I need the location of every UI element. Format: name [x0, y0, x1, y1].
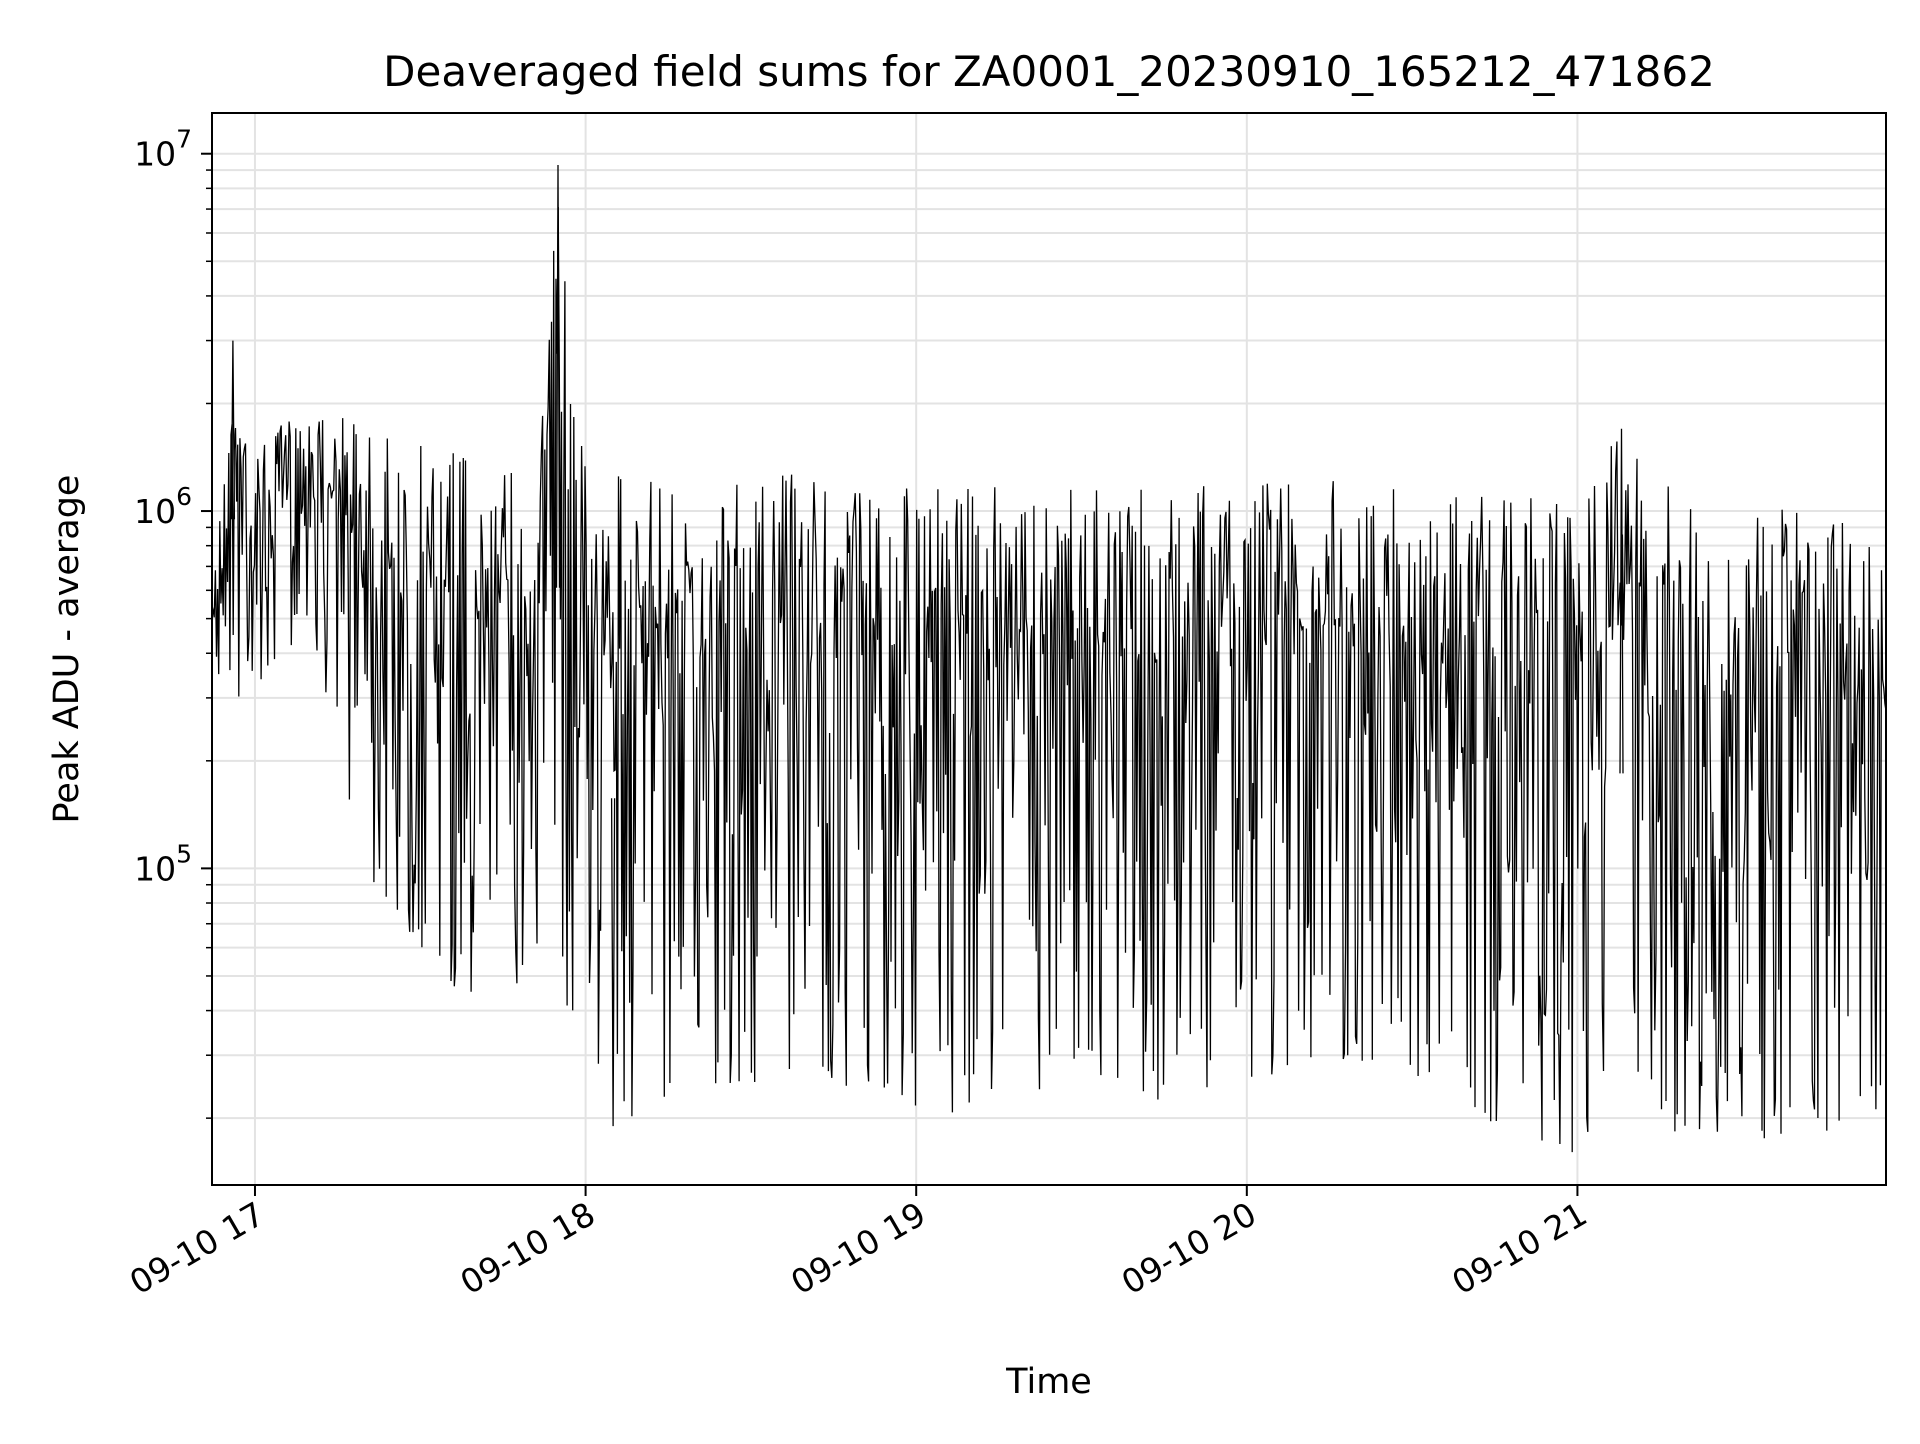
y-tick-base: 10 — [134, 492, 176, 531]
y-tick-base: 10 — [134, 849, 176, 888]
series-spike — [610, 798, 616, 1127]
y-tick-label: 107 — [134, 125, 192, 174]
y-tick-exponent: 7 — [176, 125, 192, 154]
series-spike — [555, 164, 561, 588]
series-line — [212, 206, 1886, 1153]
series-spike — [230, 340, 236, 520]
x-axis-label: Time — [1005, 1362, 1092, 1402]
y-tick-label: 105 — [134, 839, 192, 888]
y-axis-label: Peak ADU - average — [47, 475, 87, 824]
series-spike — [1619, 428, 1624, 774]
y-tick-label: 106 — [134, 482, 192, 531]
chart-title: Deaveraged field sums for ZA0001_2023091… — [383, 47, 1715, 96]
y-tick-base: 10 — [134, 135, 176, 174]
series-line-layer — [212, 164, 1886, 1153]
plot-frame — [211, 112, 1887, 1186]
y-tick-exponent: 5 — [176, 839, 192, 868]
y-tick-exponent: 6 — [176, 482, 192, 511]
